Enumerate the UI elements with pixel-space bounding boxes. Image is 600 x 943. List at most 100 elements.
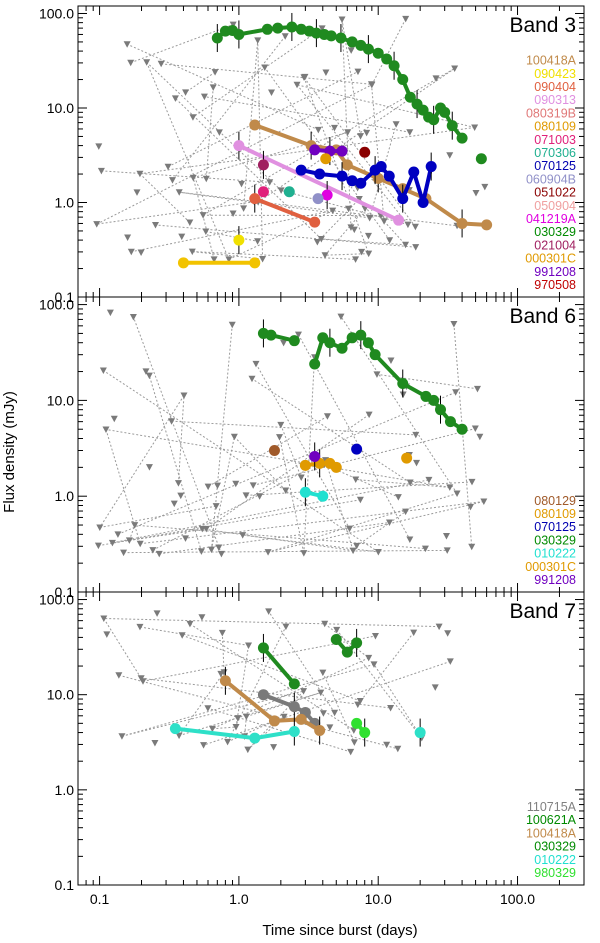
panel-1: 0.1 1.0 10.0 100.0 Band 3 100418A090423090404… bbox=[39, 5, 585, 305]
band-label: Band 3 bbox=[509, 14, 576, 37]
upper-limit-marker bbox=[280, 713, 288, 721]
upper-limit-marker bbox=[124, 234, 132, 242]
upper-limit-link bbox=[370, 84, 385, 222]
upper-limit-link bbox=[296, 84, 475, 128]
upper-limit-link bbox=[228, 210, 333, 260]
upper-limit-marker bbox=[182, 89, 190, 96]
upper-limit-marker bbox=[349, 547, 357, 555]
upper-limit-marker bbox=[136, 623, 144, 631]
data-point bbox=[362, 337, 374, 349]
upper-limit-link bbox=[205, 231, 258, 242]
data-point bbox=[257, 642, 269, 654]
upper-limit-marker bbox=[476, 433, 484, 441]
upper-limit-marker bbox=[319, 710, 327, 717]
upper-limit-marker bbox=[129, 313, 137, 321]
upper-limit-link bbox=[134, 524, 426, 550]
legend-entry: 030329 bbox=[534, 840, 576, 854]
upper-limit-marker bbox=[282, 487, 290, 494]
upper-limit-marker bbox=[368, 81, 376, 89]
data-point bbox=[481, 219, 493, 231]
series-line-100621A bbox=[261, 646, 296, 686]
upper-limit-marker bbox=[350, 739, 358, 746]
upper-limit-link bbox=[341, 19, 352, 228]
upper-limit-marker bbox=[204, 705, 212, 712]
upper-limit-marker bbox=[347, 47, 355, 54]
upper-limit-marker bbox=[149, 547, 157, 554]
upper-limit-link bbox=[204, 96, 410, 133]
data-point bbox=[414, 727, 426, 739]
data-point bbox=[439, 106, 451, 118]
upper-limit-marker bbox=[270, 744, 278, 751]
upper-limit-link bbox=[203, 660, 451, 746]
upper-limit-marker bbox=[435, 623, 443, 631]
upper-limit-link bbox=[103, 618, 144, 682]
upper-limit-marker bbox=[252, 360, 260, 368]
data-point bbox=[169, 723, 181, 735]
data-point bbox=[397, 378, 409, 390]
upper-limit-marker bbox=[95, 143, 103, 150]
upper-limit-link bbox=[383, 220, 406, 246]
upper-limit-marker bbox=[443, 547, 451, 554]
band-label: Band 6 bbox=[509, 305, 576, 328]
upper-limit-marker bbox=[347, 748, 355, 756]
upper-limit-link bbox=[161, 63, 372, 85]
upper-limit-marker bbox=[198, 614, 206, 621]
upper-limit-link bbox=[139, 626, 249, 646]
upper-limit-marker bbox=[137, 249, 145, 256]
upper-limit-marker bbox=[402, 241, 410, 249]
upper-limit-marker bbox=[133, 189, 141, 196]
upper-limit-marker bbox=[425, 476, 433, 484]
upper-limit-marker bbox=[356, 496, 364, 504]
upper-limit-marker bbox=[317, 689, 325, 697]
upper-limit-link bbox=[192, 177, 215, 260]
data-point bbox=[330, 634, 342, 646]
data-point bbox=[456, 132, 468, 144]
data-point bbox=[346, 332, 358, 344]
upper-limit-marker bbox=[277, 421, 285, 429]
upper-limit-link bbox=[123, 549, 448, 554]
upper-limit-marker bbox=[321, 620, 329, 628]
upper-limit-marker bbox=[186, 219, 194, 226]
upper-limit-marker bbox=[204, 483, 212, 491]
legend-entry: 070125 bbox=[534, 520, 576, 534]
upper-limit-link bbox=[298, 334, 411, 540]
upper-limit-link bbox=[117, 391, 456, 535]
upper-limit-marker bbox=[406, 479, 414, 487]
data-point bbox=[444, 416, 456, 428]
upper-limit-link bbox=[244, 716, 247, 737]
panel-3: 0.1 1.0 10.0 100.0 0.1 1.0 10.0 100.0 Band 7 1107… bbox=[39, 591, 585, 907]
upper-limit-marker bbox=[136, 540, 144, 548]
panel-frame bbox=[77, 591, 585, 886]
upper-limit-link bbox=[246, 481, 473, 496]
upper-limit-link bbox=[207, 707, 351, 753]
data-point bbox=[362, 43, 374, 55]
upper-limit-marker bbox=[319, 669, 327, 677]
data-point bbox=[283, 186, 295, 198]
y-tick-label: 100.0 bbox=[39, 5, 74, 21]
upper-limit-marker bbox=[171, 95, 179, 102]
upper-limit-marker bbox=[178, 632, 186, 639]
upper-limit-marker bbox=[387, 704, 395, 712]
upper-limit-marker bbox=[248, 375, 256, 383]
data-point bbox=[341, 159, 353, 171]
upper-limit-link bbox=[205, 87, 214, 179]
upper-limit-marker bbox=[337, 313, 345, 321]
upper-limit-marker bbox=[209, 84, 217, 91]
upper-limit-link bbox=[242, 534, 379, 553]
y-tick-label: 10.0 bbox=[47, 392, 74, 408]
data-point bbox=[324, 337, 336, 349]
upper-limit-marker bbox=[215, 129, 223, 136]
upper-limit-marker bbox=[239, 532, 247, 539]
upper-limit-marker bbox=[480, 498, 488, 506]
upper-limit-marker bbox=[136, 170, 144, 178]
data-point bbox=[346, 175, 358, 187]
upper-limit-link bbox=[296, 84, 409, 225]
data-point bbox=[359, 146, 371, 158]
upper-limit-marker bbox=[254, 238, 262, 245]
y-tick-label: 1.0 bbox=[55, 488, 75, 504]
upper-limit-marker bbox=[374, 548, 382, 556]
legend-entry: 110715A bbox=[527, 800, 577, 814]
upper-limit-link bbox=[155, 224, 416, 248]
